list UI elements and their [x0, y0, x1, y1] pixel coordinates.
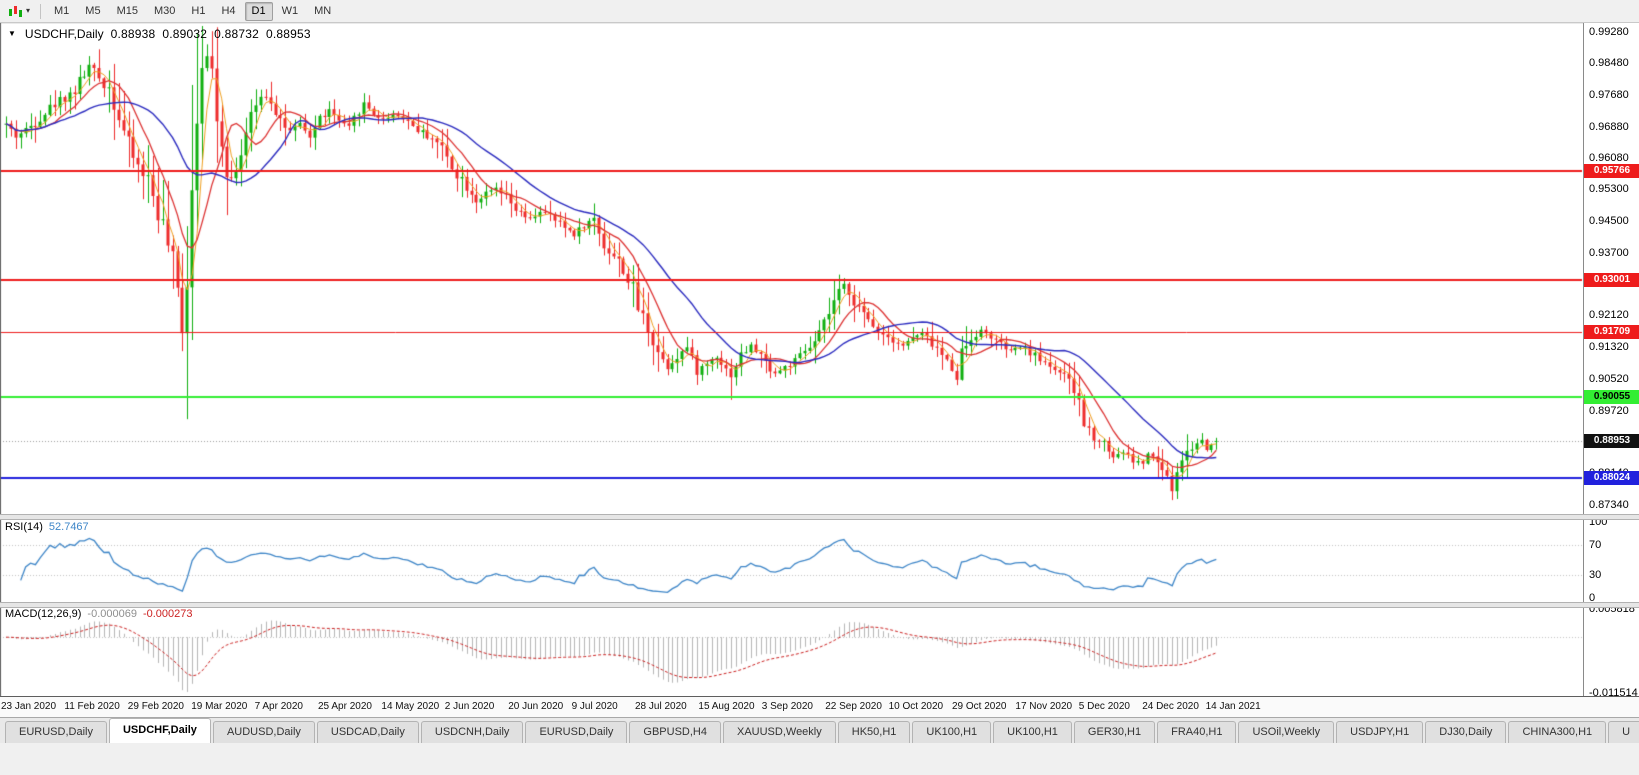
price-axis-label: 0.97680 [1589, 88, 1629, 101]
time-axis-label: 15 Aug 2020 [698, 701, 755, 712]
chart-tab-gbpusd-h4[interactable]: GBPUSD,H4 [629, 721, 721, 743]
timeframe-button-w1[interactable]: W1 [281, 4, 299, 17]
panel-splitter-macd[interactable] [0, 602, 1639, 608]
chart-tab-uk100-h1[interactable]: UK100,H1 [993, 721, 1072, 743]
time-axis-label: 11 Feb 2020 [64, 701, 120, 712]
timeframe-button-h1[interactable]: H1 [191, 4, 206, 17]
chart-tab-usoil-weekly[interactable]: USOil,Weekly [1238, 721, 1335, 743]
timeframe-button-mn[interactable]: MN [314, 4, 332, 17]
price-axis-label: 0.96080 [1589, 152, 1629, 165]
ohlc-open: 0.88938 [110, 27, 156, 41]
price-axis-label: 0.95300 [1589, 183, 1629, 196]
timeframe-button-d1[interactable]: D1 [244, 1, 273, 21]
time-axis-label: 29 Feb 2020 [127, 701, 184, 712]
chart-tab-ger30-h1[interactable]: GER30,H1 [1073, 721, 1156, 743]
chart-tab-fra40-h1[interactable]: FRA40,H1 [1157, 721, 1237, 743]
price-axis-label: 0.93700 [1589, 246, 1629, 259]
time-axis-label: 14 May 2020 [381, 701, 440, 712]
price-axis-label: 0.90520 [1589, 372, 1629, 385]
candlestick-chart-icon [9, 5, 22, 17]
macd-signal-value: -0.000273 [142, 608, 193, 620]
chart-tab-uk100-h1[interactable]: UK100,H1 [912, 721, 992, 743]
time-axis[interactable]: 23 Jan 2020 11 Feb 2020 29 Feb 2020 19 Mar … [0, 696, 1639, 718]
timeframe-button-m1[interactable]: M1 [54, 4, 70, 17]
price-axis-label: 0.87340 [1589, 498, 1629, 511]
time-axis-label: 5 Dec 2020 [1078, 701, 1130, 712]
current-price-badge: 0.88953 [1584, 433, 1639, 448]
price-axis-label: 0.99280 [1589, 25, 1629, 38]
rsi-axis-label: 70 [1589, 538, 1602, 551]
time-axis-label: 25 Apr 2020 [318, 701, 372, 712]
time-axis-label: 9 Jul 2020 [571, 701, 618, 712]
ohlc-low: 0.88732 [214, 27, 259, 41]
price-axis-label: 0.89720 [1589, 404, 1629, 417]
macd-main-value: -0.000069 [87, 608, 137, 620]
chart-type-dropdown-button[interactable]: ▾ [4, 3, 34, 20]
chart-tab-china300-h1[interactable]: CHINA300,H1 [1508, 721, 1607, 743]
chart-tab-usdcnh-daily[interactable]: USDCNH,Daily [420, 721, 524, 743]
time-axis-label: 28 Jul 2020 [635, 701, 687, 712]
timeframes-toolbar: ▾ M1 M5 M15 M30 H1 H4 D1 W1 MN [0, 0, 1639, 23]
price-level-badge: 0.93001 [1584, 273, 1639, 288]
macd-name: MACD(12,26,9) [5, 608, 82, 620]
price-level-badge: 0.95766 [1584, 163, 1639, 178]
time-axis-label: 20 Jun 2020 [508, 701, 564, 712]
time-axis-label: 10 Oct 2020 [888, 701, 944, 712]
chart-tab-dj30-daily[interactable]: DJ30,Daily [1425, 721, 1507, 743]
chart-tab-u[interactable]: U [1608, 721, 1639, 743]
ohlc-high: 0.89032 [162, 27, 208, 41]
rsi-axis-label: 30 [1589, 569, 1602, 582]
chevron-down-icon: ▾ [26, 6, 31, 15]
rsi-indicator-label: RSI(14) 52.7467 [5, 521, 89, 533]
time-axis-label: 2 Jun 2020 [444, 701, 495, 712]
timeframe-button-m15[interactable]: M15 [116, 4, 138, 17]
time-axis-label: 3 Sep 2020 [761, 701, 813, 712]
toolbar-separator [40, 3, 42, 19]
timeframe-button-h4[interactable]: H4 [221, 4, 236, 17]
price-axis-label: 0.98480 [1589, 57, 1629, 70]
timeframe-buttons: M1 M5 M15 M30 H1 H4 D1 W1 MN [47, 1, 338, 21]
symbol-dropdown-icon[interactable]: ▼ [8, 29, 16, 38]
price-axis[interactable]: 0.99280 0.98480 0.97680 0.96880 0.96080 0.953… [1583, 22, 1639, 699]
rsi-value: 52.7467 [48, 521, 89, 533]
price-axis-label: 0.92120 [1589, 309, 1629, 322]
time-axis-label: 7 Apr 2020 [254, 701, 303, 712]
chart-tab-eurusd-daily[interactable]: EURUSD,Daily [525, 721, 628, 743]
macd-indicator-label: MACD(12,26,9) -0.000069 -0.000273 [5, 608, 193, 620]
chart-symbol-title: USDCHF,Daily [24, 27, 104, 41]
rsi-name: RSI(14) [5, 521, 43, 533]
chart-tab-usdcad-daily[interactable]: USDCAD,Daily [316, 721, 419, 743]
time-axis-label: 24 Dec 2020 [1142, 701, 1199, 712]
price-level-badge: 0.90055 [1584, 390, 1639, 405]
chart-header: ▼ USDCHF,Daily 0.88938 0.89032 0.88732 0… [6, 27, 311, 41]
chart-tab-eurusd-daily[interactable]: EURUSD,Daily [5, 721, 107, 743]
rsi-axis-label: 0 [1589, 592, 1596, 604]
timeframe-button-m5[interactable]: M5 [85, 4, 101, 17]
chart-tab-audusd-daily[interactable]: AUDUSD,Daily [212, 721, 315, 743]
price-axis-label: 0.91320 [1589, 341, 1629, 354]
price-axis-label: 0.96880 [1589, 120, 1629, 133]
time-axis-label: 22 Sep 2020 [825, 701, 882, 712]
price-axis-label: 0.94500 [1589, 215, 1629, 228]
time-axis-label: 14 Jan 2021 [1205, 701, 1261, 712]
time-axis-label: 19 Mar 2020 [191, 701, 248, 712]
chart-tab-xauusd-weekly[interactable]: XAUUSD,Weekly [722, 721, 836, 743]
panel-splitter-rsi[interactable] [0, 514, 1639, 520]
timeframe-button-m30[interactable]: M30 [153, 4, 176, 17]
time-axis-label: 29 Oct 2020 [952, 701, 1007, 712]
ohlc-close: 0.88953 [265, 27, 311, 41]
price-level-badge: 0.88024 [1584, 470, 1639, 485]
chart-tab-hk50-h1[interactable]: HK50,H1 [837, 721, 911, 743]
price-level-badge: 0.91709 [1584, 324, 1639, 339]
chart-tabs-bar: EURUSD,Daily USDCHF,Daily AUDUSD,Daily USDC… [0, 717, 1639, 743]
chart-tab-usdjpy-h1[interactable]: USDJPY,H1 [1336, 721, 1424, 743]
chart-tab-usdchf-daily[interactable]: USDCHF,Daily [108, 718, 211, 743]
time-axis-label: 17 Nov 2020 [1015, 701, 1073, 712]
time-axis-label: 23 Jan 2020 [1, 701, 57, 712]
